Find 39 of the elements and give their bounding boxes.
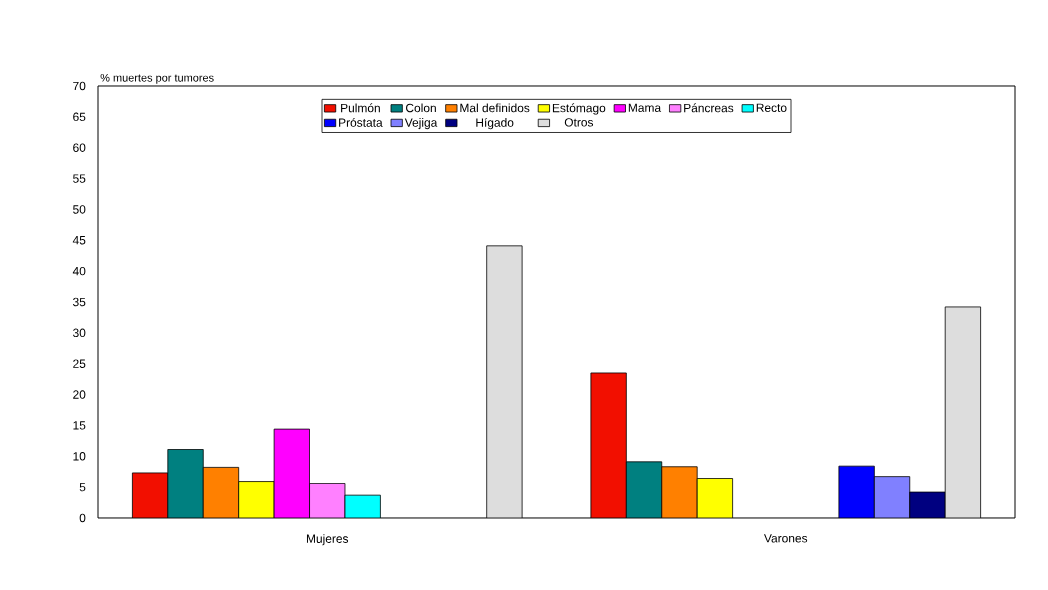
y-tick-label: 0 [79, 513, 86, 523]
legend-label: Vejiga [404, 117, 438, 130]
y-tick-label: 10 [73, 452, 86, 461]
x-tick-label: Mujeres [306, 534, 349, 546]
y-tick-label: 25 [73, 359, 86, 368]
legend-label: Otros [564, 118, 594, 127]
y-tick-label: 30 [73, 328, 86, 338]
bar [696, 478, 734, 518]
y-tick-label: 45 [72, 236, 86, 245]
y-tick-label: 5 [79, 482, 86, 492]
y-tick-label: 65 [73, 112, 86, 122]
legend-label: Mama [628, 103, 662, 112]
bar [167, 449, 204, 518]
bar [590, 372, 627, 518]
bar [132, 472, 169, 518]
bar [202, 466, 240, 518]
y-tick-label: 20 [73, 390, 86, 399]
legend-label: Recto [756, 103, 787, 112]
y-tick-label: 35 [73, 297, 86, 307]
y-tick-label: 15 [73, 421, 86, 430]
y-tick-label: 55 [73, 174, 86, 183]
legend-label: Hígado [476, 117, 514, 130]
bar [625, 461, 663, 518]
legend-label: Páncreas [684, 103, 734, 113]
bar [944, 306, 982, 518]
bar [486, 245, 523, 518]
legend-label: Próstata [339, 117, 383, 127]
y-axis-title: % muertes por tumores [100, 73, 214, 84]
y-tick-label: 60 [73, 143, 86, 152]
legend-label: Estómago [552, 103, 606, 115]
legend-label: Colon [406, 103, 436, 113]
x-tick-label: Varones [763, 534, 808, 543]
bar [238, 481, 275, 518]
y-tick-label: 50 [73, 205, 86, 214]
y-tick-label: 40 [72, 266, 86, 276]
bar [661, 466, 698, 518]
legend-label: Mal definidos [460, 103, 530, 113]
legend-label: Pulmón [341, 103, 380, 113]
y-tick-label: 70 [73, 81, 86, 91]
